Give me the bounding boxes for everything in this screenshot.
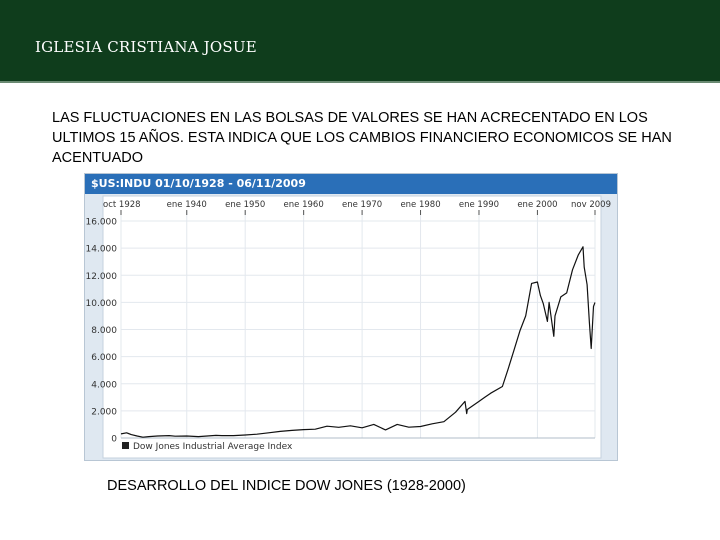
legend-label: Dow Jones Industrial Average Index bbox=[133, 442, 293, 452]
y-tick-label: 6.000 bbox=[91, 353, 117, 363]
x-tick-label: ene 1970 bbox=[342, 200, 382, 210]
y-tick-label: 4.000 bbox=[91, 380, 117, 390]
y-tick-label: 14.000 bbox=[86, 245, 118, 255]
x-tick-label: ene 2000 bbox=[517, 200, 557, 210]
x-tick-label: ene 1960 bbox=[284, 200, 324, 210]
chart-panel: $US:INDU 01/10/1928 - 06/11/2009 0 2.000 4… bbox=[84, 173, 618, 461]
x-tick-label: ene 1980 bbox=[400, 200, 440, 210]
y-tick-label: 16.000 bbox=[86, 218, 118, 228]
y-tick-label: 10.000 bbox=[86, 299, 118, 309]
plot-background bbox=[102, 195, 602, 459]
x-tick-label: oct 1928 bbox=[103, 200, 141, 210]
legend-swatch bbox=[122, 442, 129, 449]
dow-jones-chart: 0 2.000 4.000 6.000 8.000 10.000 12.000 14.000 1… bbox=[86, 195, 611, 459]
x-tick-label: nov 2009 bbox=[571, 200, 611, 210]
y-tick-label: 12.000 bbox=[86, 272, 118, 282]
chart-caption: DESARROLLO DEL INDICE DOW JONES (1928-20… bbox=[107, 478, 466, 494]
y-tick-label: 8.000 bbox=[91, 326, 117, 336]
x-tick-label: ene 1950 bbox=[225, 200, 265, 210]
y-tick-label: 0 bbox=[111, 435, 117, 445]
y-tick-label: 2.000 bbox=[91, 407, 117, 417]
chart-title: $US:INDU 01/10/1928 - 06/11/2009 bbox=[85, 174, 617, 194]
header-title: IGLESIA CRISTIANA JOSUE bbox=[35, 38, 257, 56]
series-line bbox=[120, 246, 596, 438]
header-bar: IGLESIA CRISTIANA JOSUE bbox=[0, 0, 720, 83]
x-tick-label: ene 1990 bbox=[459, 200, 499, 210]
x-tick-label: ene 1940 bbox=[167, 200, 207, 210]
body-text: LAS FLUCTUACIONES EN LAS BOLSAS DE VALOR… bbox=[52, 110, 672, 166]
